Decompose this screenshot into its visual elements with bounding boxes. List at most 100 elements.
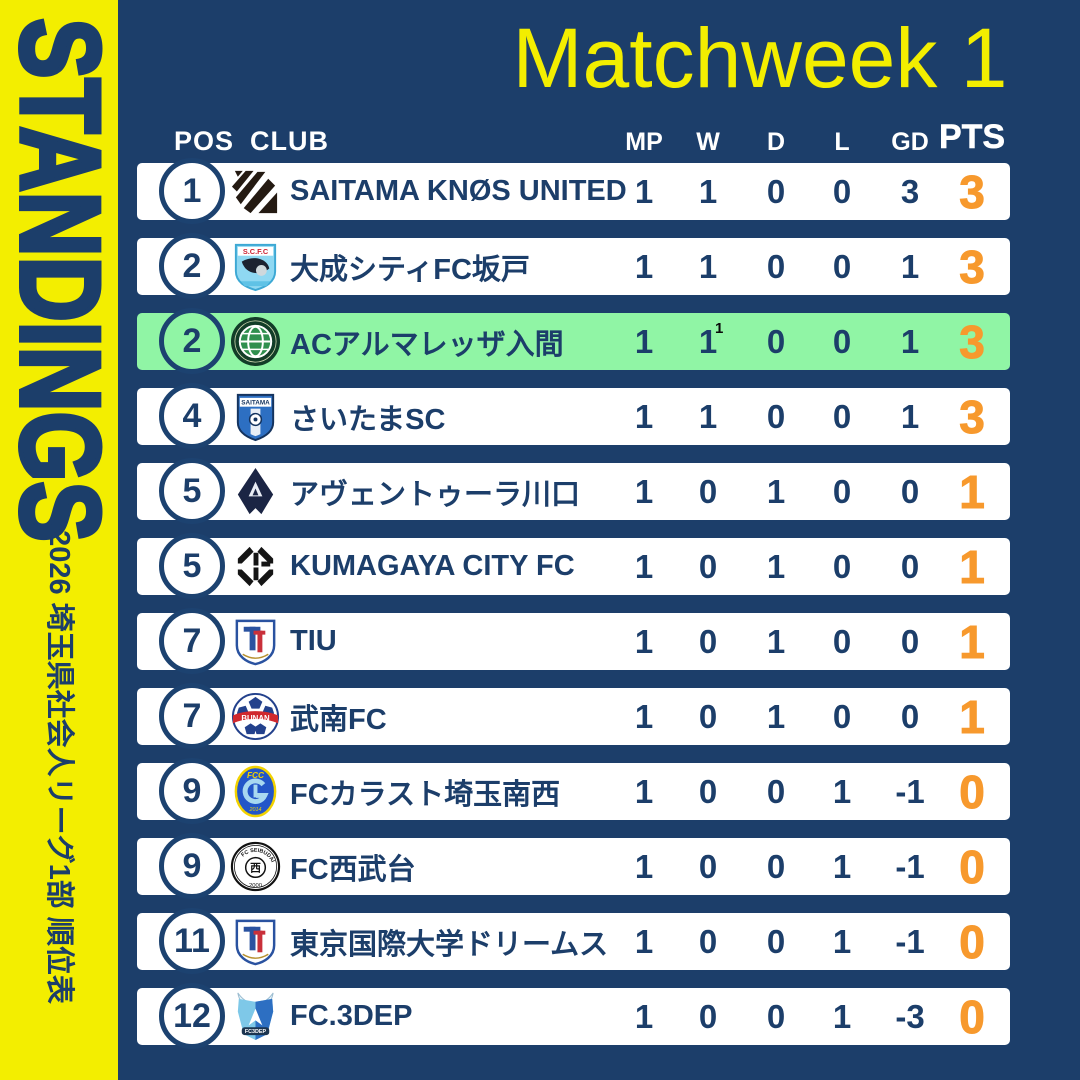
stat-d: 0: [766, 772, 786, 810]
stat-mp: 1: [634, 397, 654, 435]
column-header-gd: GD: [891, 128, 929, 156]
stat-pts: 3: [959, 240, 986, 293]
stat-pts: 1: [959, 690, 986, 743]
table-row: 7 TIU 1 0 1 0 0 1: [137, 608, 1010, 674]
stat-mp: 1: [634, 622, 654, 660]
tiu-logo: [229, 615, 282, 668]
stat-w: 0: [698, 847, 718, 885]
table-header: POS CLUB MP W D L GD PTS: [0, 118, 1080, 159]
table-row: 7 BUNAN 武南FC 1 0 1 0 0 1: [137, 683, 1010, 749]
table-row: 9 FC SEIBUDAI 西 2000 FC西武台 1 0 0 1 -1 0: [137, 833, 1010, 899]
position-badge: 7: [159, 608, 225, 674]
stat-gd: 3: [900, 172, 920, 210]
stat-mp: 1: [634, 847, 654, 885]
stat-d: 1: [766, 697, 786, 735]
stat-l: 1: [832, 847, 852, 885]
table-row: 9 FCC 2014 FCカラスト埼玉南西 1 0 0 1 -1 0: [137, 758, 1010, 824]
position-badge: 5: [159, 533, 225, 599]
svg-text:2014: 2014: [249, 807, 262, 813]
stat-mp: 1: [634, 697, 654, 735]
sidebar-title-wrap: STANDINGS: [0, 16, 124, 544]
column-header-pos: POS: [173, 126, 235, 156]
position-badge: 9: [159, 833, 225, 899]
position-badge: 11: [159, 908, 225, 974]
stat-w: 0: [698, 472, 718, 510]
position-badge: 5: [159, 458, 225, 524]
stat-l: 0: [832, 547, 852, 585]
column-header-pts: PTS: [938, 118, 1006, 157]
club-name: 武南FC: [290, 703, 387, 736]
column-header-mp: MP: [625, 128, 663, 156]
position-badge: 7: [159, 683, 225, 749]
saitama-knos-united-logo: [229, 165, 282, 218]
position-badge: 2: [159, 233, 225, 299]
ac-almarezza-iruma-logo: [229, 315, 282, 368]
table-row: 5 アヴェントゥーラ川口 1 0 1 0 0 1: [137, 458, 1010, 524]
position-badge: 9: [159, 758, 225, 824]
position-badge: 4: [159, 383, 225, 449]
stat-gd: -3: [895, 997, 925, 1035]
stat-w: 1: [698, 397, 718, 435]
fc-seibudai-logo: FC SEIBUDAI 西 2000: [229, 840, 282, 893]
table-row: 2 S.C.F.C 大成シティFC坂戸 1 1 0 0 1 3: [137, 233, 1010, 299]
club-name: 東京国際大学ドリームス: [290, 928, 609, 961]
club-name: TIU: [290, 625, 337, 657]
svg-text:S.C.F.C: S.C.F.C: [243, 247, 269, 256]
stat-l: 0: [832, 472, 852, 510]
club-name: 大成シティFC坂戸: [290, 253, 530, 286]
table-row: 5 KUMAGAYA CITY FC 1 0 1 0 0 1: [137, 533, 1010, 599]
column-header-w: W: [696, 128, 720, 156]
svg-text:FCC: FCC: [247, 770, 265, 780]
bunan-fc-logo: BUNAN: [229, 690, 282, 743]
stat-gd: -1: [895, 922, 925, 960]
column-header-d: D: [766, 128, 786, 156]
tokyo-international-university-dreams-logo: [229, 915, 282, 968]
stat-mp: 1: [634, 922, 654, 960]
stat-pts: 3: [959, 315, 986, 368]
stat-w: 0: [698, 922, 718, 960]
stat-pts: 0: [959, 990, 986, 1043]
stat-mp: 1: [634, 247, 654, 285]
svg-text:FC3DEP: FC3DEP: [245, 1029, 267, 1035]
stat-pts: 0: [959, 765, 986, 818]
stat-l: 1: [832, 997, 852, 1035]
position-badge: 1: [159, 158, 225, 224]
stat-w: 1: [698, 172, 718, 210]
stat-w: 0: [698, 772, 718, 810]
stat-gd: 0: [900, 622, 920, 660]
table-row: 4 SAITAMA さいたまSC 1 1 0 0 1 3: [137, 383, 1010, 449]
stat-pts: 3: [959, 165, 986, 218]
stat-pts: 3: [959, 390, 986, 443]
saitama-sc-logo: SAITAMA: [229, 390, 282, 443]
stat-gd: 0: [900, 697, 920, 735]
svg-text:2000: 2000: [249, 883, 263, 889]
stat-gd: 1: [900, 397, 920, 435]
stat-l: 0: [832, 397, 852, 435]
stat-mp: 1: [634, 997, 654, 1035]
stat-d: 0: [766, 172, 786, 210]
position-badge: 12: [159, 983, 225, 1049]
matchweek-title: Matchweek 1: [512, 10, 1008, 105]
table-row: 1 SAITAMA KNØS UNITED 1 1 0 0 3 3: [137, 158, 1010, 224]
club-name: FC西武台: [290, 853, 416, 886]
fc-3dep-logo: FC3DEP: [229, 990, 282, 1043]
stat-d: 0: [766, 847, 786, 885]
stat-pts: 0: [959, 840, 986, 893]
fc-carast-saitama-nansei-logo: FCC 2014: [229, 765, 282, 818]
stray-mark: 1: [715, 320, 724, 337]
stat-gd: 0: [900, 472, 920, 510]
club-name: ACアルマレッザ入間: [290, 328, 564, 361]
taisei-city-fc-sakado-logo: S.C.F.C: [229, 240, 282, 293]
stat-pts: 1: [959, 540, 986, 593]
stat-d: 1: [766, 622, 786, 660]
stat-d: 0: [766, 397, 786, 435]
stat-l: 0: [832, 172, 852, 210]
league-subtitle: 2026 埼玉県社会人リーグ1部 順位表: [43, 530, 76, 1004]
stat-mp: 1: [634, 547, 654, 585]
column-header-club: CLUB: [250, 126, 329, 156]
stat-w: 1: [698, 247, 718, 285]
stat-pts: 1: [959, 615, 986, 668]
stat-w: 0: [698, 547, 718, 585]
stat-pts: 0: [959, 915, 986, 968]
